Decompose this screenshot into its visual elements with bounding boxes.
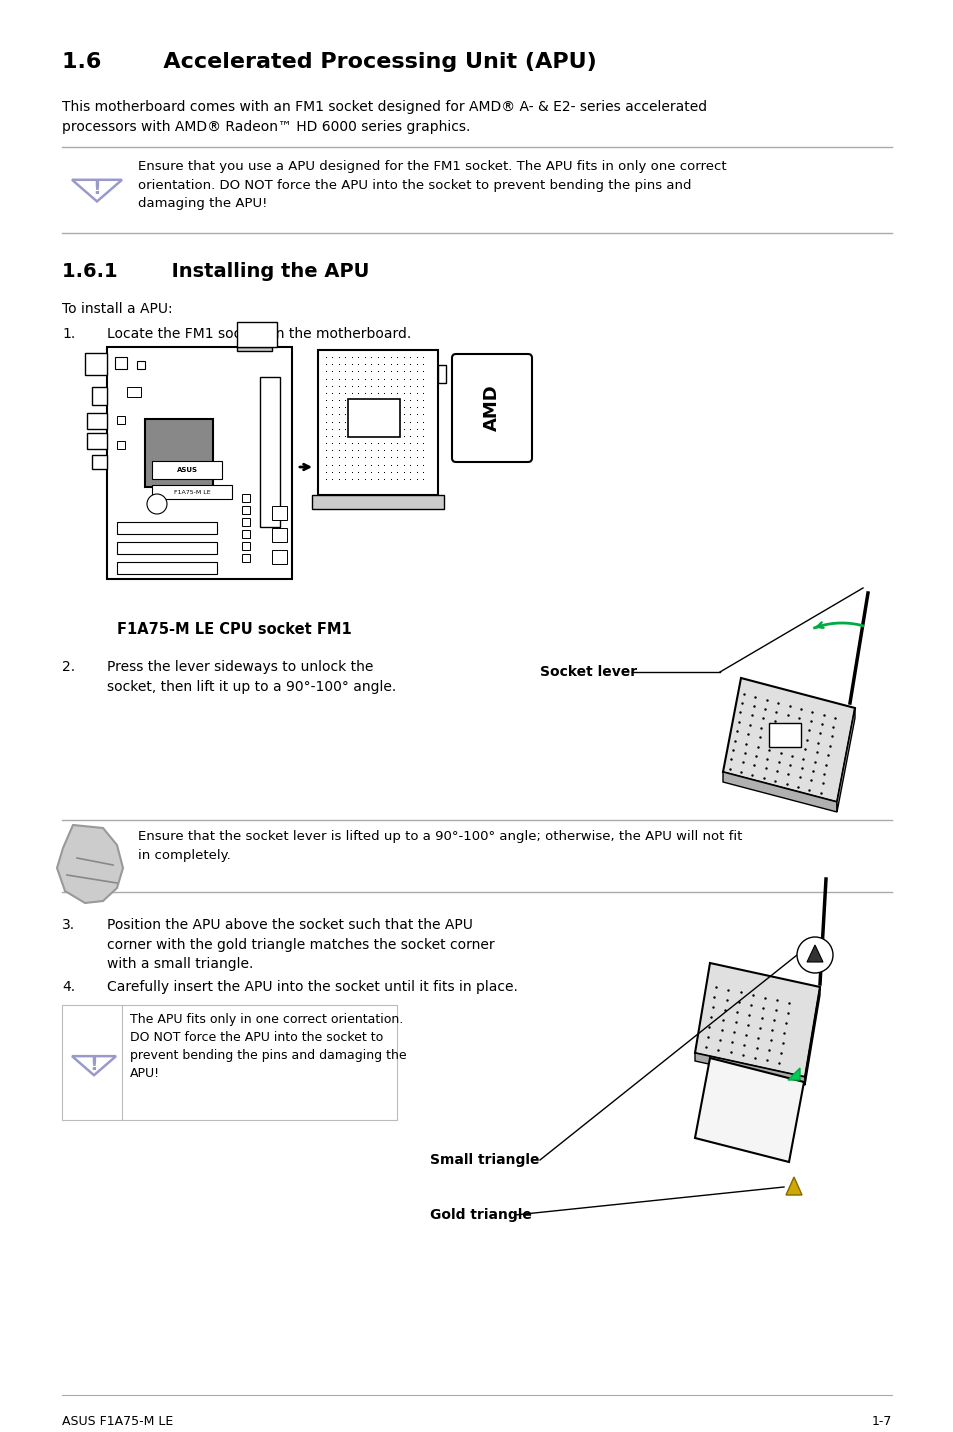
Bar <box>437 365 446 382</box>
Bar <box>127 387 141 397</box>
Text: To install a APU:: To install a APU: <box>62 302 172 316</box>
Bar <box>117 441 125 450</box>
Bar <box>242 554 250 561</box>
Bar <box>312 495 443 508</box>
Text: Ensure that the socket lever is lifted up to a 90°-100° angle; otherwise, the AP: Ensure that the socket lever is lifted u… <box>138 831 741 862</box>
Bar <box>145 420 213 487</box>
Bar <box>117 561 216 574</box>
Bar <box>115 357 127 369</box>
Bar <box>272 528 287 541</box>
Text: Position the APU above the socket such that the APU
corner with the gold triangl: Position the APU above the socket such t… <box>107 918 494 971</box>
Text: F1A75-M LE CPU socket FM1: F1A75-M LE CPU socket FM1 <box>117 621 352 637</box>
Bar <box>91 387 107 405</box>
Bar <box>152 485 232 498</box>
Text: This motherboard comes with an FM1 socket designed for AMD® A- & E2- series acce: This motherboard comes with an FM1 socke… <box>62 100 706 133</box>
Text: F1A75-M LE: F1A75-M LE <box>173 490 210 494</box>
Polygon shape <box>722 677 854 802</box>
Bar <box>87 432 107 450</box>
Text: 1-7: 1-7 <box>871 1415 891 1428</box>
Bar <box>117 541 216 554</box>
Bar <box>152 461 222 478</box>
Text: ASUS: ASUS <box>176 467 197 473</box>
Text: 4.: 4. <box>62 979 75 994</box>
Polygon shape <box>722 772 836 812</box>
Text: The APU fits only in one correct orientation.
DO NOT force the APU into the sock: The APU fits only in one correct orienta… <box>130 1012 406 1080</box>
Bar <box>260 377 280 527</box>
Bar <box>91 455 107 470</box>
Polygon shape <box>695 1053 804 1085</box>
Text: ASUS F1A75-M LE: ASUS F1A75-M LE <box>62 1415 173 1428</box>
Text: Ensure that you use a APU designed for the FM1 socket. The APU fits in only one : Ensure that you use a APU designed for t… <box>138 160 726 211</box>
Bar <box>242 541 250 550</box>
Text: Socket lever: Socket lever <box>539 664 637 679</box>
Polygon shape <box>787 1068 800 1080</box>
Bar <box>87 412 107 430</box>
Circle shape <box>796 937 832 972</box>
Bar <box>236 347 272 351</box>
Text: 3.: 3. <box>62 918 75 932</box>
Text: AMD: AMD <box>482 385 500 431</box>
Bar <box>272 550 287 564</box>
Bar <box>272 505 287 520</box>
Text: 1.6        Accelerated Processing Unit (APU): 1.6 Accelerated Processing Unit (APU) <box>62 52 597 72</box>
Bar <box>317 349 437 495</box>
Text: Gold triangle: Gold triangle <box>430 1209 532 1221</box>
FancyBboxPatch shape <box>452 354 532 463</box>
Text: 1.6.1        Installing the APU: 1.6.1 Installing the APU <box>62 262 369 281</box>
Polygon shape <box>785 1177 801 1194</box>
Polygon shape <box>806 945 822 962</box>
Circle shape <box>147 494 167 514</box>
Bar <box>242 494 250 503</box>
Bar <box>242 530 250 538</box>
Polygon shape <box>836 707 854 812</box>
Text: Carefully insert the APU into the socket until it fits in place.: Carefully insert the APU into the socket… <box>107 979 517 994</box>
Text: Press the lever sideways to unlock the
socket, then lift it up to a 90°-100° ang: Press the lever sideways to unlock the s… <box>107 660 395 693</box>
Polygon shape <box>57 825 123 904</box>
Text: Small triangle: Small triangle <box>430 1153 539 1167</box>
Bar <box>62 1005 396 1120</box>
Bar <box>236 322 276 347</box>
Bar <box>117 417 125 424</box>
Bar <box>242 505 250 514</box>
Bar <box>348 400 399 437</box>
Text: !: ! <box>92 179 101 199</box>
Bar <box>85 354 107 375</box>
Text: Locate the FM1 socket on the motherboard.: Locate the FM1 socket on the motherboard… <box>107 326 411 341</box>
Polygon shape <box>695 962 820 1077</box>
Bar <box>107 347 292 579</box>
Polygon shape <box>804 987 820 1085</box>
Bar <box>117 523 216 534</box>
Bar <box>242 518 250 526</box>
Text: !: ! <box>90 1055 98 1074</box>
Text: 2.: 2. <box>62 660 75 674</box>
Bar <box>137 361 145 369</box>
Polygon shape <box>695 1058 803 1161</box>
Text: 1.: 1. <box>62 326 75 341</box>
Bar <box>768 723 801 748</box>
